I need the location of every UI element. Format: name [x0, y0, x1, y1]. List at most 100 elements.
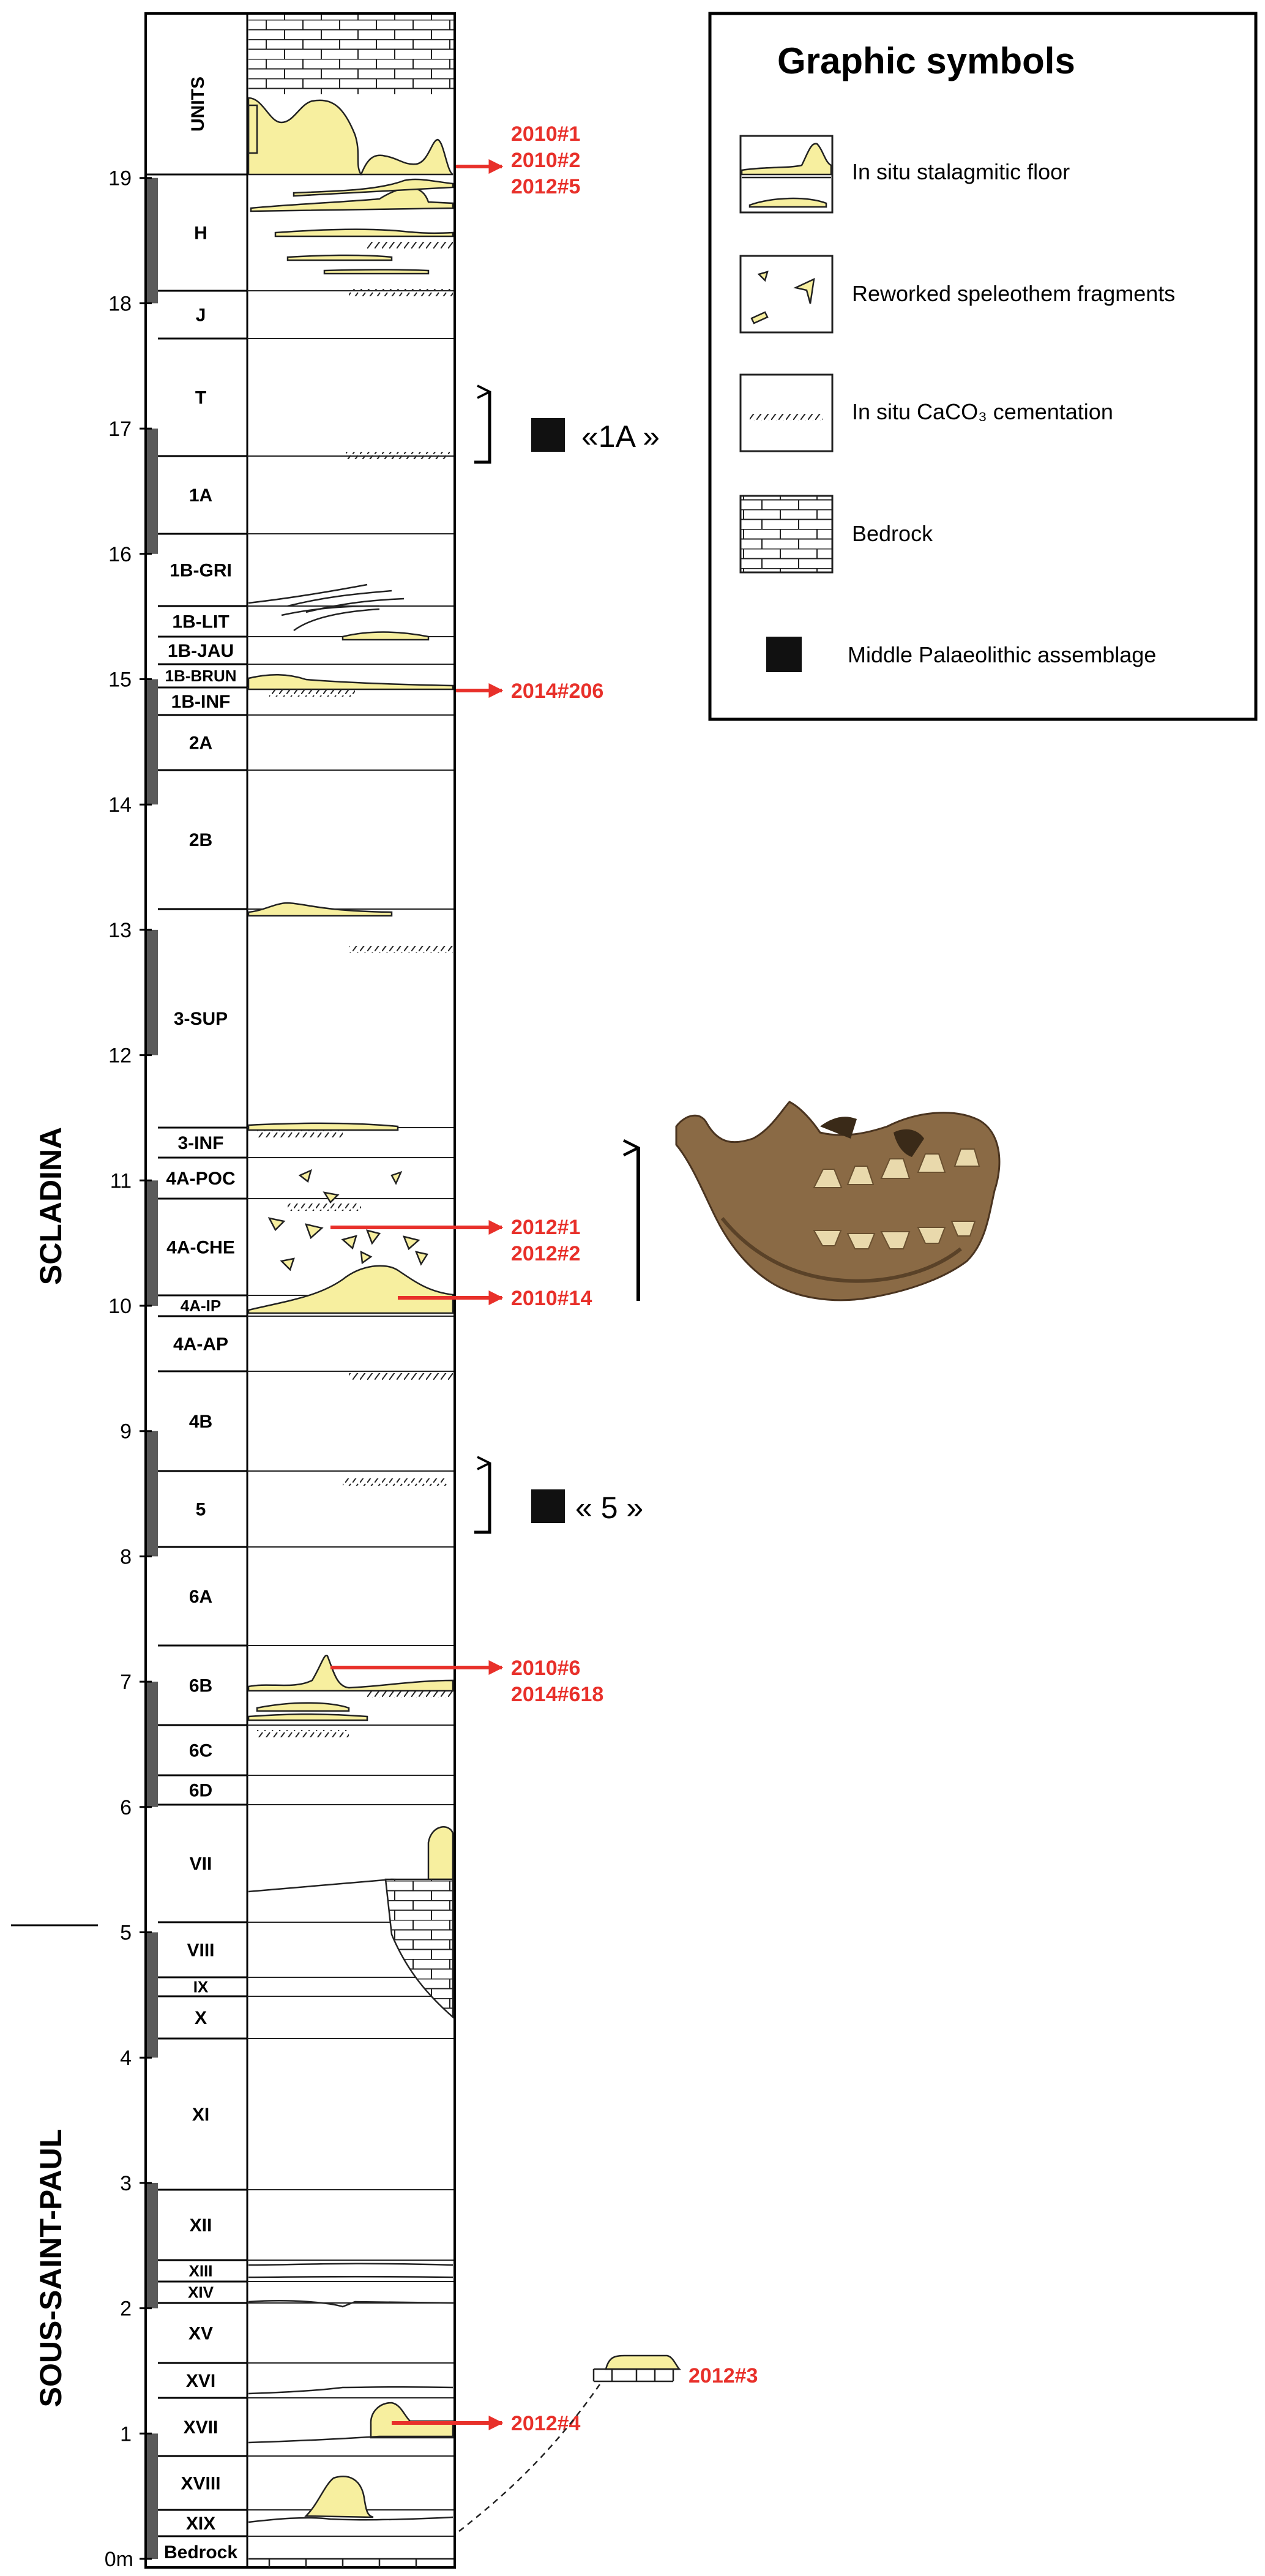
legend-swatch-bedrock — [739, 495, 834, 574]
legend-swatch-speleothem-fragments — [739, 255, 834, 334]
legend-label-cementation: In situ CaCO₃ cementation — [852, 399, 1113, 424]
depth-bar-segment — [147, 1180, 158, 1306]
depth-tick-label: 7 — [120, 1671, 132, 1694]
depth-bar-segment — [147, 1431, 158, 1557]
sample-label: 2012#5 — [511, 175, 580, 198]
legend-swatch-assemblage — [766, 637, 802, 672]
depth-tick-label: 19 — [108, 167, 132, 190]
bedrock-base — [248, 2558, 453, 2567]
depth-bar-segment — [147, 929, 158, 1055]
unit-label: 1B-INF — [171, 692, 231, 712]
depth-tick-label: 15 — [108, 668, 132, 692]
depth-tick-label: 6 — [120, 1796, 132, 1819]
unit-label: 1B-JAU — [168, 641, 234, 661]
legend-label-stalagmitic-floor: In situ stalagmitic floor — [852, 159, 1070, 184]
unit-label: XV — [188, 2324, 213, 2344]
unit-label: 6A — [189, 1587, 212, 1607]
unit-label: IX — [193, 1978, 209, 1996]
unit-label: 1B-LIT — [172, 612, 229, 632]
unit-label: 5 — [196, 1500, 206, 1520]
depth-tick-label: 3 — [120, 2172, 132, 2195]
sample-annotations: 2010#1 2010#2 2012#5 2014#206 2012#1 2012#2 20… — [330, 122, 758, 2435]
unit-label: XIX — [186, 2514, 215, 2534]
unit-label: 6D — [189, 1781, 212, 1801]
depth-tick-label: 12 — [108, 1044, 132, 1068]
unit-label: 2A — [189, 733, 212, 754]
unit-label: XVIII — [181, 2474, 220, 2494]
unit-label: XVI — [186, 2371, 215, 2391]
assemblage-label-5: « 5 » — [575, 1491, 643, 1525]
depth-tick-label: 16 — [108, 543, 132, 566]
legend-label-assemblage: Middle Palaeolithic assemblage — [848, 642, 1156, 667]
unit-label: XIII — [188, 2262, 212, 2280]
stalagmitic-floors — [247, 97, 454, 2518]
depth-bar-segment — [147, 679, 158, 805]
bedrock-wedge — [384, 1878, 454, 2019]
depth-bar-segment — [147, 178, 158, 304]
unit-label: 4B — [189, 1412, 212, 1432]
depth-tick-label: 4 — [120, 2046, 132, 2070]
cementation-hatches — [257, 242, 453, 1737]
depth-tick-label: 1 — [120, 2422, 132, 2446]
outcrop-2012-3 — [458, 2354, 682, 2532]
unit-label: XI — [192, 2105, 209, 2125]
unit-label: VIII — [187, 1941, 214, 1961]
unit-label: 2B — [189, 830, 212, 850]
assemblage-5: « 5 » — [474, 1463, 643, 1534]
unit-label: 1B-BRUN — [165, 667, 237, 685]
legend-title: Graphic symbols — [777, 40, 1075, 81]
unit-label: Bedrock — [164, 2542, 237, 2563]
depth-bar-segment — [147, 1932, 158, 2058]
unit-label: XII — [190, 2215, 212, 2236]
sample-label: 2010#2 — [511, 149, 580, 172]
sample-label: 2012#1 — [511, 1216, 580, 1239]
sample-label: 2012#4 — [511, 2412, 581, 2435]
legend-swatch-cementation — [739, 373, 834, 452]
group-label-sous-saint-paul: SOUS-SAINT-PAUL — [34, 2129, 68, 2408]
unit-label: 6B — [189, 1676, 212, 1696]
depth-bar-segment — [147, 429, 158, 554]
depth-bar-segment — [147, 1682, 158, 1807]
unit-label: 4A-POC — [166, 1169, 235, 1189]
unit-label: H — [194, 223, 207, 244]
depth-bar-segment — [147, 2433, 158, 2559]
depth-tick-label: 11 — [110, 1169, 132, 1193]
sample-label: 2012#2 — [511, 1242, 580, 1265]
unit-label: VII — [190, 1854, 212, 1874]
unit-label: 1A — [189, 485, 212, 506]
depth-tick-label: 9 — [120, 1420, 132, 1443]
unit-label: 1B-GRI — [170, 561, 232, 581]
unit-label: 4A-CHE — [166, 1238, 235, 1258]
unit-label: 3-SUP — [174, 1009, 228, 1029]
assemblage-1A: «1A » — [474, 392, 660, 464]
depth-tick-label: 17 — [108, 417, 132, 441]
depth-tick-label: 8 — [120, 1545, 132, 1568]
unit-label: 3-INF — [178, 1133, 224, 1153]
unit-label: 4A-IP — [181, 1297, 221, 1315]
sample-label: 2014#618 — [511, 1683, 603, 1706]
unit-label: XVII — [184, 2417, 218, 2438]
sample-label: 2014#206 — [511, 680, 603, 703]
depth-tick-label: 18 — [108, 292, 132, 315]
sample-label: 2010#6 — [511, 1657, 580, 1680]
depth-scale-bar — [147, 178, 158, 2559]
sample-label: 2010#1 — [511, 122, 580, 146]
unit-label: 6C — [189, 1741, 212, 1761]
assemblage-label-1A: «1A » — [581, 419, 660, 454]
unit-label: 4A-AP — [173, 1335, 228, 1355]
bedrock-cap — [248, 15, 453, 94]
fossil-mandible-illustration — [638, 1101, 1001, 1301]
speleothem-fragments — [267, 1169, 428, 1271]
unit-label: XIV — [188, 2283, 214, 2302]
depth-tick-label: 2 — [120, 2297, 132, 2321]
depth-tick-label: 13 — [108, 919, 132, 942]
sample-label: 2010#14 — [511, 1287, 592, 1310]
legend: Graphic symbols In situ stalagmitic floo… — [708, 12, 1258, 721]
depth-tick-label: 10 — [108, 1295, 132, 1318]
sample-label: 2012#3 — [688, 2364, 758, 2387]
group-label-scladina: SCLADINA — [34, 1127, 68, 1285]
unit-label: J — [196, 305, 206, 326]
depth-bar-segment — [147, 2182, 158, 2308]
depth-tick-label: 14 — [108, 793, 132, 817]
